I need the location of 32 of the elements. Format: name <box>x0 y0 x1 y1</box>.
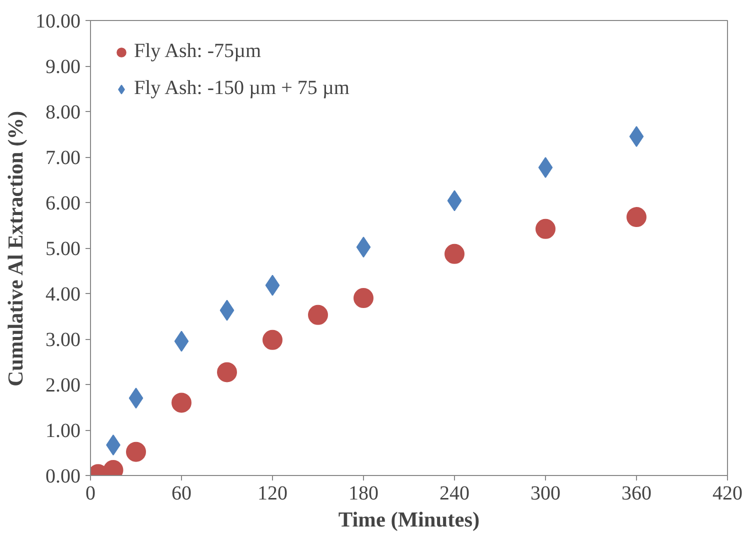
x-tick-label: 420 <box>712 482 742 504</box>
point <box>217 362 237 382</box>
y-tick-label: 9.00 <box>46 56 80 78</box>
point <box>536 218 556 239</box>
y-tick-label: 0.00 <box>46 466 80 488</box>
y-tick-label: 7.00 <box>46 147 80 169</box>
x-axis-title: Time (Minutes) <box>338 508 480 532</box>
point <box>354 288 374 308</box>
y-tick-label: 5.00 <box>46 238 80 260</box>
point <box>626 207 646 228</box>
y-tick-label: 8.00 <box>46 102 80 124</box>
point <box>444 244 464 264</box>
y-tick-label: 2.00 <box>46 374 80 396</box>
point <box>172 392 192 413</box>
legend-label: Fly Ash: -150 µm + 75 µm <box>134 77 350 100</box>
x-tick-label: 240 <box>440 482 470 504</box>
y-tick-label: 6.00 <box>46 192 80 214</box>
y-tick-label: 1.00 <box>46 420 80 442</box>
point <box>262 330 282 350</box>
point <box>308 304 328 325</box>
x-tick-label: 360 <box>622 482 652 504</box>
x-tick-label: 120 <box>258 482 288 504</box>
y-tick-label: 3.00 <box>46 329 80 351</box>
y-tick-label: 4.00 <box>46 284 80 306</box>
x-tick-label: 60 <box>172 482 192 504</box>
legend-label: Fly Ash: -75µm <box>134 40 262 63</box>
x-tick-label: 0 <box>86 482 96 504</box>
x-tick-label: 300 <box>530 482 560 504</box>
y-axis-title: Cumulative Al Extraction (%) <box>4 110 28 386</box>
x-tick-label: 180 <box>348 482 378 504</box>
y-tick-label: 10.00 <box>36 10 80 32</box>
point <box>126 442 146 462</box>
